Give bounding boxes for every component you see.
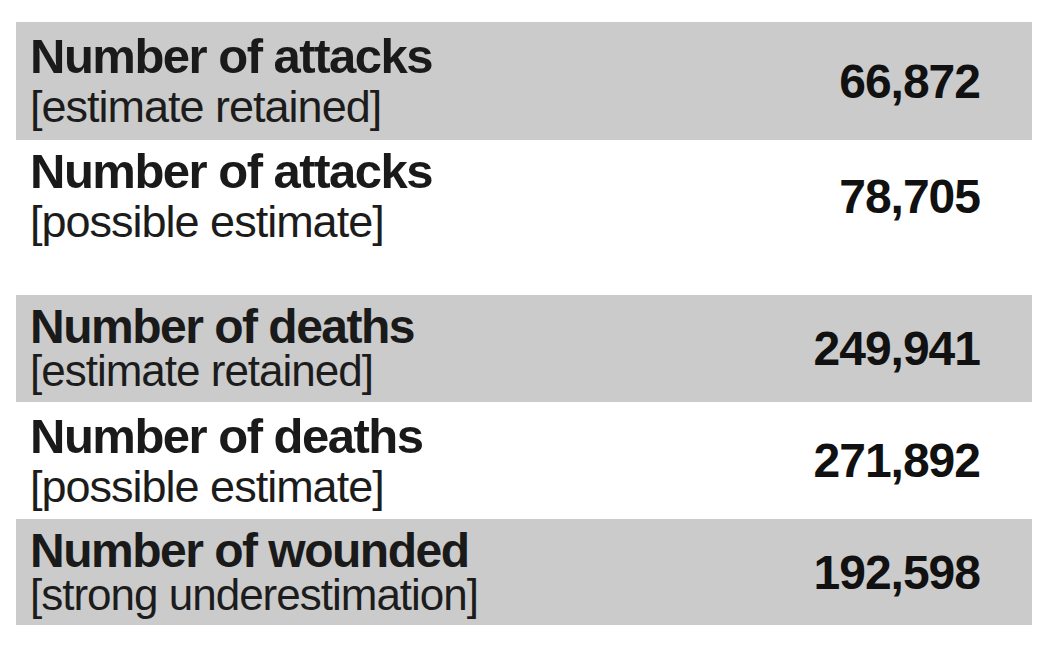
row-label: Number of wounded [30, 528, 478, 573]
row-value: 249,941 [813, 321, 980, 376]
group-divider-gap [16, 252, 1032, 295]
row-label: Number of attacks [30, 145, 432, 197]
table-row-wounded: Number of wounded [strong underestimatio… [16, 519, 1032, 625]
row-qualifier: [possible estimate] [30, 462, 423, 512]
row-qualifier: [possible estimate] [30, 197, 432, 247]
stats-table: Number of attacks [estimate retained] 66… [16, 22, 1032, 625]
table-row-attacks-retained: Number of attacks [estimate retained] 66… [16, 22, 1032, 140]
row-value: 66,872 [839, 54, 980, 109]
table-row-attacks-possible: Number of attacks [possible estimate] 78… [16, 140, 1032, 252]
row-label-block: Number of attacks [possible estimate] [30, 145, 432, 247]
row-label-block: Number of deaths [estimate retained] [30, 304, 414, 393]
row-value: 271,892 [813, 433, 980, 488]
row-label: Number of attacks [30, 30, 432, 82]
row-qualifier: [estimate retained] [30, 82, 432, 132]
row-label-block: Number of wounded [strong underestimatio… [30, 528, 478, 617]
row-value: 192,598 [813, 545, 980, 600]
row-value: 78,705 [839, 169, 980, 224]
row-qualifier: [estimate retained] [30, 349, 414, 393]
table-row-deaths-retained: Number of deaths [estimate retained] 249… [16, 295, 1032, 402]
row-label: Number of deaths [30, 304, 414, 349]
row-label-block: Number of deaths [possible estimate] [30, 410, 423, 512]
row-label-block: Number of attacks [estimate retained] [30, 30, 432, 132]
row-qualifier: [strong underestimation] [30, 573, 478, 617]
table-row-deaths-possible: Number of deaths [possible estimate] 271… [16, 402, 1032, 519]
row-label: Number of deaths [30, 410, 423, 462]
